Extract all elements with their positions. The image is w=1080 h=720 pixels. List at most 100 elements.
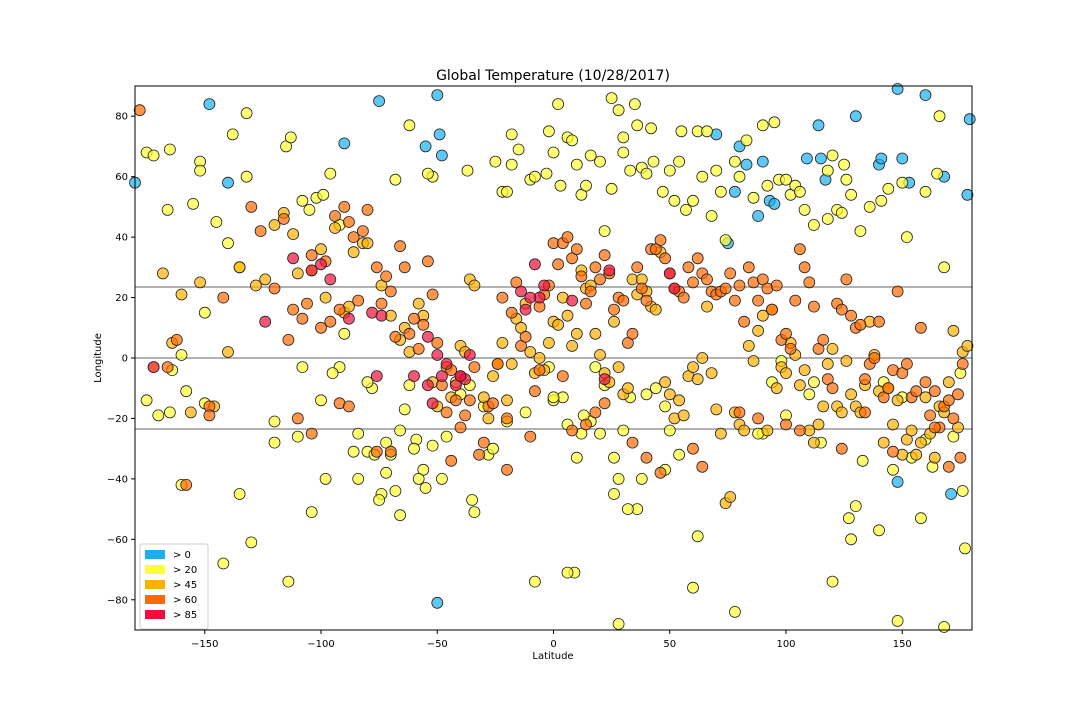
x-tick-label: 100 (776, 639, 795, 650)
data-point (626, 327, 639, 340)
data-point (370, 370, 383, 383)
data-point (752, 294, 764, 307)
data-point (626, 436, 639, 449)
data-point (233, 261, 246, 274)
data-point (440, 430, 453, 443)
data-point (529, 385, 541, 398)
data-point (575, 270, 588, 283)
data-point (324, 273, 337, 286)
data-point (194, 276, 207, 289)
data-point (826, 149, 839, 162)
data-point (608, 451, 620, 464)
data-point (305, 427, 318, 440)
data-point (863, 200, 876, 213)
data-point (875, 194, 888, 207)
legend-label: > 60 (173, 595, 197, 606)
data-point (570, 158, 583, 171)
data-point (919, 185, 932, 198)
data-point (426, 288, 439, 301)
legend-label: > 20 (173, 565, 197, 576)
data-point (740, 158, 753, 171)
data-point (719, 282, 732, 295)
data-point (477, 436, 490, 449)
data-point (421, 255, 434, 268)
data-point (352, 427, 365, 440)
data-point (845, 188, 857, 201)
data-point (821, 213, 834, 225)
data-point (780, 173, 792, 186)
data-point (184, 406, 197, 419)
data-point (856, 454, 869, 467)
data-point (249, 279, 262, 292)
data-point (324, 315, 337, 328)
data-point (468, 279, 481, 292)
data-point (701, 273, 713, 286)
data-point (482, 412, 495, 425)
data-point (859, 373, 871, 386)
data-point (315, 394, 327, 407)
data-point (419, 482, 432, 494)
data-point (473, 448, 486, 461)
data-point (842, 512, 855, 525)
data-point (347, 246, 360, 259)
data-point (761, 179, 774, 192)
data-point (647, 155, 660, 168)
data-point (887, 463, 899, 476)
chart-title: Global Temperature (10/28/2017) (436, 68, 670, 84)
data-point (361, 376, 374, 389)
data-point (380, 436, 393, 449)
data-point (691, 373, 704, 386)
data-point (370, 261, 383, 274)
data-point (187, 197, 200, 210)
data-point (854, 225, 867, 238)
data-point (259, 315, 272, 328)
y-tick-label: −20 (107, 414, 128, 425)
data-point (589, 361, 602, 374)
x-tick-label: 0 (550, 639, 556, 650)
data-point (524, 430, 537, 443)
data-point (687, 581, 699, 594)
data-point (296, 194, 309, 207)
data-point (747, 355, 760, 367)
data-point (845, 533, 857, 546)
data-point (742, 339, 755, 352)
data-point (529, 258, 541, 271)
data-point (305, 506, 318, 518)
data-point (770, 382, 783, 395)
data-point (956, 485, 969, 497)
data-point (622, 503, 634, 516)
data-point (435, 370, 448, 383)
data-point (133, 104, 146, 117)
y-tick-label: −80 (107, 595, 128, 606)
data-point (910, 448, 923, 461)
data-point (408, 370, 420, 383)
data-point (496, 336, 509, 349)
data-point (301, 297, 313, 310)
x-tick-label: 150 (893, 639, 912, 650)
data-point (659, 376, 671, 389)
data-point (680, 203, 692, 216)
data-point (580, 179, 592, 192)
x-axis-title: Latitude (532, 651, 573, 662)
data-point (789, 294, 802, 307)
data-point (431, 336, 444, 349)
data-point (175, 349, 188, 361)
data-point (817, 333, 830, 346)
data-point (329, 210, 341, 222)
data-point (612, 361, 625, 374)
data-point (380, 466, 393, 479)
data-point (589, 261, 602, 274)
data-point (505, 306, 518, 319)
legend-swatch (145, 610, 165, 619)
x-tick-label: −100 (307, 639, 334, 650)
data-point (203, 98, 216, 110)
data-point (715, 427, 727, 440)
y-tick-label: −60 (107, 535, 128, 546)
data-point (315, 258, 327, 271)
data-point (561, 309, 574, 322)
data-point (566, 134, 578, 147)
data-point (140, 394, 153, 407)
data-point (915, 436, 927, 449)
data-point (752, 324, 764, 337)
